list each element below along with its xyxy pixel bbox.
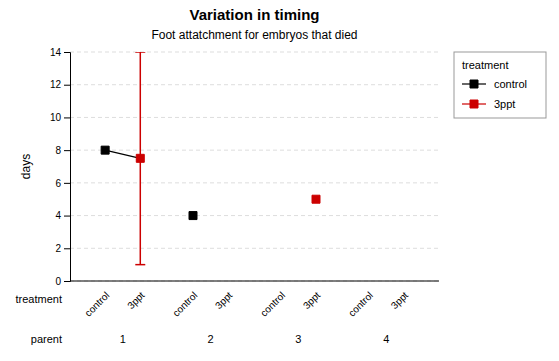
grid — [70, 52, 439, 281]
y-tick: 4 — [55, 210, 70, 221]
x-group-label: 2 — [208, 333, 214, 345]
y-tick-mark — [64, 117, 70, 118]
x-treatment-label: 3ppt — [389, 289, 411, 311]
x-treatment-label: 3ppt — [301, 289, 323, 311]
x-treatment-label: control — [170, 290, 199, 319]
y-tick: 0 — [55, 276, 70, 287]
legend-marker — [470, 80, 478, 88]
x-treatment-label: control — [83, 290, 112, 319]
chart-container: 02468101214dayscontrol3ppt1control3ppt2c… — [0, 0, 559, 361]
y-tick: 14 — [50, 47, 70, 58]
y-tick-mark — [64, 216, 70, 217]
legend-frame — [454, 52, 546, 118]
y-tick-label: 12 — [50, 79, 62, 90]
y-tick-mark — [64, 85, 70, 86]
y-tick-label: 2 — [55, 243, 61, 254]
y-tick-mark — [64, 52, 70, 53]
y-tick: 2 — [55, 243, 70, 254]
y-tick: 8 — [55, 145, 70, 156]
grid-line — [70, 182, 439, 183]
grid-line — [70, 52, 439, 53]
point — [136, 154, 144, 162]
x-treatment-label: control — [258, 290, 287, 319]
x-treatment-label: 3ppt — [213, 289, 235, 311]
x-axis-title: treatment — [16, 293, 62, 305]
error-bar-cap-low — [135, 264, 145, 266]
legend-title: treatment — [462, 59, 508, 71]
y-tick-label: 4 — [55, 210, 61, 221]
x-group-label: 3 — [295, 333, 301, 345]
x-group-axis-title: parent — [31, 333, 62, 345]
y-tick-label: 14 — [50, 47, 62, 58]
y-tick-mark — [64, 281, 70, 282]
title: Variation in timing — [189, 6, 319, 23]
point — [101, 146, 109, 154]
error-bar — [135, 52, 145, 265]
plot: 02468101214dayscontrol3ppt1control3ppt2c… — [16, 47, 546, 345]
grid-line — [70, 84, 439, 85]
x-axis-line — [70, 281, 439, 282]
legend-item: 3ppt — [462, 98, 515, 110]
x-treatment-label: control — [346, 290, 375, 319]
y-tick-label: 6 — [55, 178, 61, 189]
legend: treatment control 3ppt — [454, 52, 546, 118]
y-tick-mark — [64, 183, 70, 184]
y-tick-mark — [64, 150, 70, 151]
y-tick: 10 — [50, 112, 70, 123]
grid-line — [70, 281, 439, 282]
y-tick: 12 — [50, 79, 70, 90]
y-tick-mark — [64, 248, 70, 249]
marks — [101, 52, 320, 265]
legend-label: control — [494, 78, 527, 90]
grid-line — [70, 150, 439, 151]
x-group-label: 1 — [120, 333, 126, 345]
y-axis-line — [64, 53, 71, 282]
y-axis: 0 2 4 6 8 10 12 14 — [50, 47, 71, 287]
y-tick-label: 0 — [55, 276, 61, 287]
grid-line — [70, 117, 439, 118]
legend-marker — [470, 100, 478, 108]
x-treatment-label: 3ppt — [125, 289, 147, 311]
y-tick-label: 10 — [50, 112, 62, 123]
legend-item: control — [462, 78, 527, 90]
y-tick-label: 8 — [55, 145, 61, 156]
point — [189, 212, 197, 220]
grid-line — [70, 215, 439, 216]
subtitle: Foot attatchment for embryos that died — [151, 28, 357, 42]
x-labels: control 3ppt 1 control 3ppt 2 control 3ppt 3 cont… — [16, 289, 411, 345]
legend-label: 3ppt — [494, 98, 515, 110]
point — [312, 195, 320, 203]
chart-svg: 02468101214dayscontrol3ppt1control3ppt2c… — [0, 0, 559, 361]
x-group-label: 4 — [383, 333, 389, 345]
connector-line — [105, 150, 140, 158]
error-bar-cap-high — [135, 52, 145, 53]
y-axis-title: days — [19, 154, 33, 179]
grid-line — [70, 248, 439, 249]
y-tick: 6 — [55, 178, 70, 189]
